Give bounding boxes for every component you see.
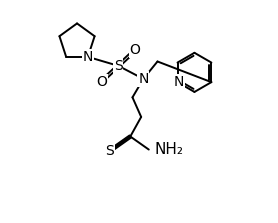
Text: N: N	[174, 75, 184, 89]
Text: N: N	[138, 72, 148, 86]
Text: S: S	[105, 144, 114, 158]
Text: NH₂: NH₂	[154, 142, 183, 157]
Text: N: N	[83, 50, 93, 64]
Text: O: O	[129, 43, 140, 57]
Text: O: O	[96, 75, 108, 89]
Text: S: S	[114, 59, 123, 73]
